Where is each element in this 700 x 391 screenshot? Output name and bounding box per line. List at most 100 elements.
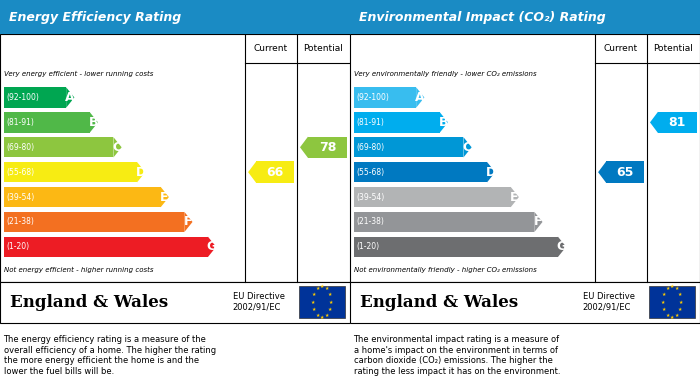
- Text: EU Directive
2002/91/EC: EU Directive 2002/91/EC: [582, 292, 635, 312]
- Text: England & Wales: England & Wales: [360, 294, 519, 310]
- Text: ★: ★: [320, 315, 324, 320]
- Polygon shape: [598, 161, 606, 183]
- Polygon shape: [416, 87, 424, 108]
- Bar: [354, 87, 416, 108]
- Bar: [354, 162, 487, 182]
- Text: (55-68): (55-68): [6, 168, 34, 177]
- Text: Not environmentally friendly - higher CO₂ emissions: Not environmentally friendly - higher CO…: [354, 267, 537, 273]
- Text: C: C: [113, 141, 122, 154]
- Text: Potential: Potential: [654, 44, 693, 53]
- Bar: [0, 0, 350, 34]
- Text: (21-38): (21-38): [356, 217, 384, 226]
- Polygon shape: [137, 162, 146, 182]
- Polygon shape: [208, 237, 216, 257]
- Bar: [650, 287, 694, 317]
- Text: The energy efficiency rating is a measure of the
overall efficiency of a home. T: The energy efficiency rating is a measur…: [4, 335, 216, 375]
- Text: ★: ★: [661, 300, 665, 305]
- Text: ★: ★: [315, 287, 320, 291]
- Text: ★: ★: [329, 300, 333, 305]
- Text: (21-38): (21-38): [6, 217, 34, 226]
- Bar: [4, 87, 66, 108]
- Text: Energy Efficiency Rating: Energy Efficiency Rating: [8, 11, 181, 24]
- Text: The environmental impact rating is a measure of
a home's impact on the environme: The environmental impact rating is a mea…: [354, 335, 560, 375]
- Text: (1-20): (1-20): [356, 242, 379, 251]
- Text: ★: ★: [312, 292, 316, 297]
- Text: ★: ★: [315, 313, 320, 317]
- Text: A: A: [65, 91, 75, 104]
- Polygon shape: [558, 237, 566, 257]
- Text: B: B: [439, 116, 448, 129]
- Text: 65: 65: [616, 166, 634, 179]
- Text: ★: ★: [311, 300, 315, 305]
- Bar: [606, 161, 644, 183]
- Polygon shape: [300, 136, 308, 158]
- Polygon shape: [487, 162, 496, 182]
- Text: ★: ★: [679, 300, 683, 305]
- Bar: [4, 237, 208, 257]
- Text: 78: 78: [318, 141, 336, 154]
- Text: G: G: [556, 240, 567, 253]
- Text: Current: Current: [254, 44, 288, 53]
- Text: Potential: Potential: [304, 44, 343, 53]
- Text: ★: ★: [670, 315, 674, 320]
- Bar: [354, 137, 463, 158]
- Text: ★: ★: [670, 284, 674, 289]
- Polygon shape: [650, 112, 658, 133]
- Bar: [658, 112, 696, 133]
- Text: ★: ★: [320, 284, 324, 289]
- Bar: [354, 112, 440, 133]
- Text: C: C: [463, 141, 472, 154]
- Bar: [4, 162, 137, 182]
- Text: D: D: [136, 166, 146, 179]
- Polygon shape: [66, 87, 74, 108]
- Text: Current: Current: [604, 44, 638, 53]
- Bar: [308, 136, 346, 158]
- Text: EU Directive
2002/91/EC: EU Directive 2002/91/EC: [232, 292, 285, 312]
- Text: ★: ★: [662, 292, 666, 297]
- Text: Not energy efficient - higher running costs: Not energy efficient - higher running co…: [4, 267, 154, 273]
- Polygon shape: [161, 187, 169, 207]
- Bar: [4, 137, 113, 158]
- Polygon shape: [184, 212, 192, 232]
- Text: ★: ★: [674, 287, 679, 291]
- Text: ★: ★: [662, 307, 666, 312]
- Text: Very environmentally friendly - lower CO₂ emissions: Very environmentally friendly - lower CO…: [354, 71, 537, 77]
- Text: 66: 66: [266, 166, 284, 179]
- Text: (39-54): (39-54): [6, 192, 34, 202]
- Polygon shape: [463, 137, 472, 158]
- Bar: [350, 0, 700, 34]
- Bar: [350, 282, 700, 323]
- Text: E: E: [160, 190, 169, 204]
- Text: (55-68): (55-68): [356, 168, 384, 177]
- Text: 81: 81: [668, 116, 686, 129]
- Text: ★: ★: [678, 307, 682, 312]
- Text: ★: ★: [328, 307, 332, 312]
- Bar: [0, 282, 350, 323]
- Text: ★: ★: [665, 313, 670, 317]
- Text: England & Wales: England & Wales: [10, 294, 169, 310]
- Bar: [4, 212, 184, 232]
- Text: (1-20): (1-20): [6, 242, 29, 251]
- Bar: [350, 34, 700, 282]
- Text: F: F: [533, 215, 542, 228]
- Text: (92-100): (92-100): [356, 93, 389, 102]
- Bar: [354, 187, 511, 207]
- Bar: [300, 287, 344, 317]
- Text: (69-80): (69-80): [356, 143, 384, 152]
- Text: F: F: [183, 215, 192, 228]
- Text: D: D: [486, 166, 496, 179]
- Text: G: G: [206, 240, 217, 253]
- Text: ★: ★: [678, 292, 682, 297]
- Text: B: B: [89, 116, 98, 129]
- Text: Environmental Impact (CO₂) Rating: Environmental Impact (CO₂) Rating: [358, 11, 606, 24]
- Polygon shape: [113, 137, 122, 158]
- Text: (39-54): (39-54): [356, 192, 384, 202]
- Polygon shape: [534, 212, 542, 232]
- Text: Very energy efficient - lower running costs: Very energy efficient - lower running co…: [4, 71, 153, 77]
- Text: (92-100): (92-100): [6, 93, 39, 102]
- Bar: [354, 237, 558, 257]
- Text: ★: ★: [312, 307, 316, 312]
- Text: ★: ★: [674, 313, 679, 317]
- Text: (69-80): (69-80): [6, 143, 34, 152]
- Bar: [354, 212, 534, 232]
